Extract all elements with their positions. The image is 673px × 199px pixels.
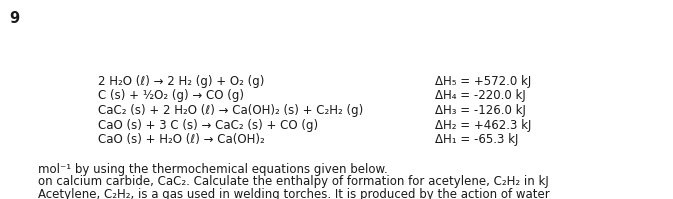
Text: C (s) + ½O₂ (g) → CO (g): C (s) + ½O₂ (g) → CO (g)	[98, 90, 244, 102]
Text: ΔH₃ = -126.0 kJ: ΔH₃ = -126.0 kJ	[435, 104, 526, 117]
Text: 2 H₂O (ℓ) → 2 H₂ (g) + O₂ (g): 2 H₂O (ℓ) → 2 H₂ (g) + O₂ (g)	[98, 75, 264, 88]
Text: CaO (s) + H₂O (ℓ) → Ca(OH)₂: CaO (s) + H₂O (ℓ) → Ca(OH)₂	[98, 133, 264, 146]
Text: ΔH₄ = -220.0 kJ: ΔH₄ = -220.0 kJ	[435, 90, 526, 102]
Text: mol⁻¹ by using the thermochemical equations given below.: mol⁻¹ by using the thermochemical equati…	[38, 163, 388, 176]
Text: CaO (s) + 3 C (s) → CaC₂ (s) + CO (g): CaO (s) + 3 C (s) → CaC₂ (s) + CO (g)	[98, 118, 318, 132]
Text: ΔH₅ = +572.0 kJ: ΔH₅ = +572.0 kJ	[435, 75, 531, 88]
Text: 9: 9	[9, 11, 19, 26]
Text: ΔH₂ = +462.3 kJ: ΔH₂ = +462.3 kJ	[435, 118, 532, 132]
Text: ΔH₁ = -65.3 kJ: ΔH₁ = -65.3 kJ	[435, 133, 518, 146]
Text: on calcium carbide, CaC₂. Calculate the enthalpy of formation for acetylene, C₂H: on calcium carbide, CaC₂. Calculate the …	[38, 176, 548, 188]
Text: CaC₂ (s) + 2 H₂O (ℓ) → Ca(OH)₂ (s) + C₂H₂ (g): CaC₂ (s) + 2 H₂O (ℓ) → Ca(OH)₂ (s) + C₂H…	[98, 104, 363, 117]
Text: Acetylene, C₂H₂, is a gas used in welding torches. It is produced by the action : Acetylene, C₂H₂, is a gas used in weldin…	[38, 188, 550, 199]
